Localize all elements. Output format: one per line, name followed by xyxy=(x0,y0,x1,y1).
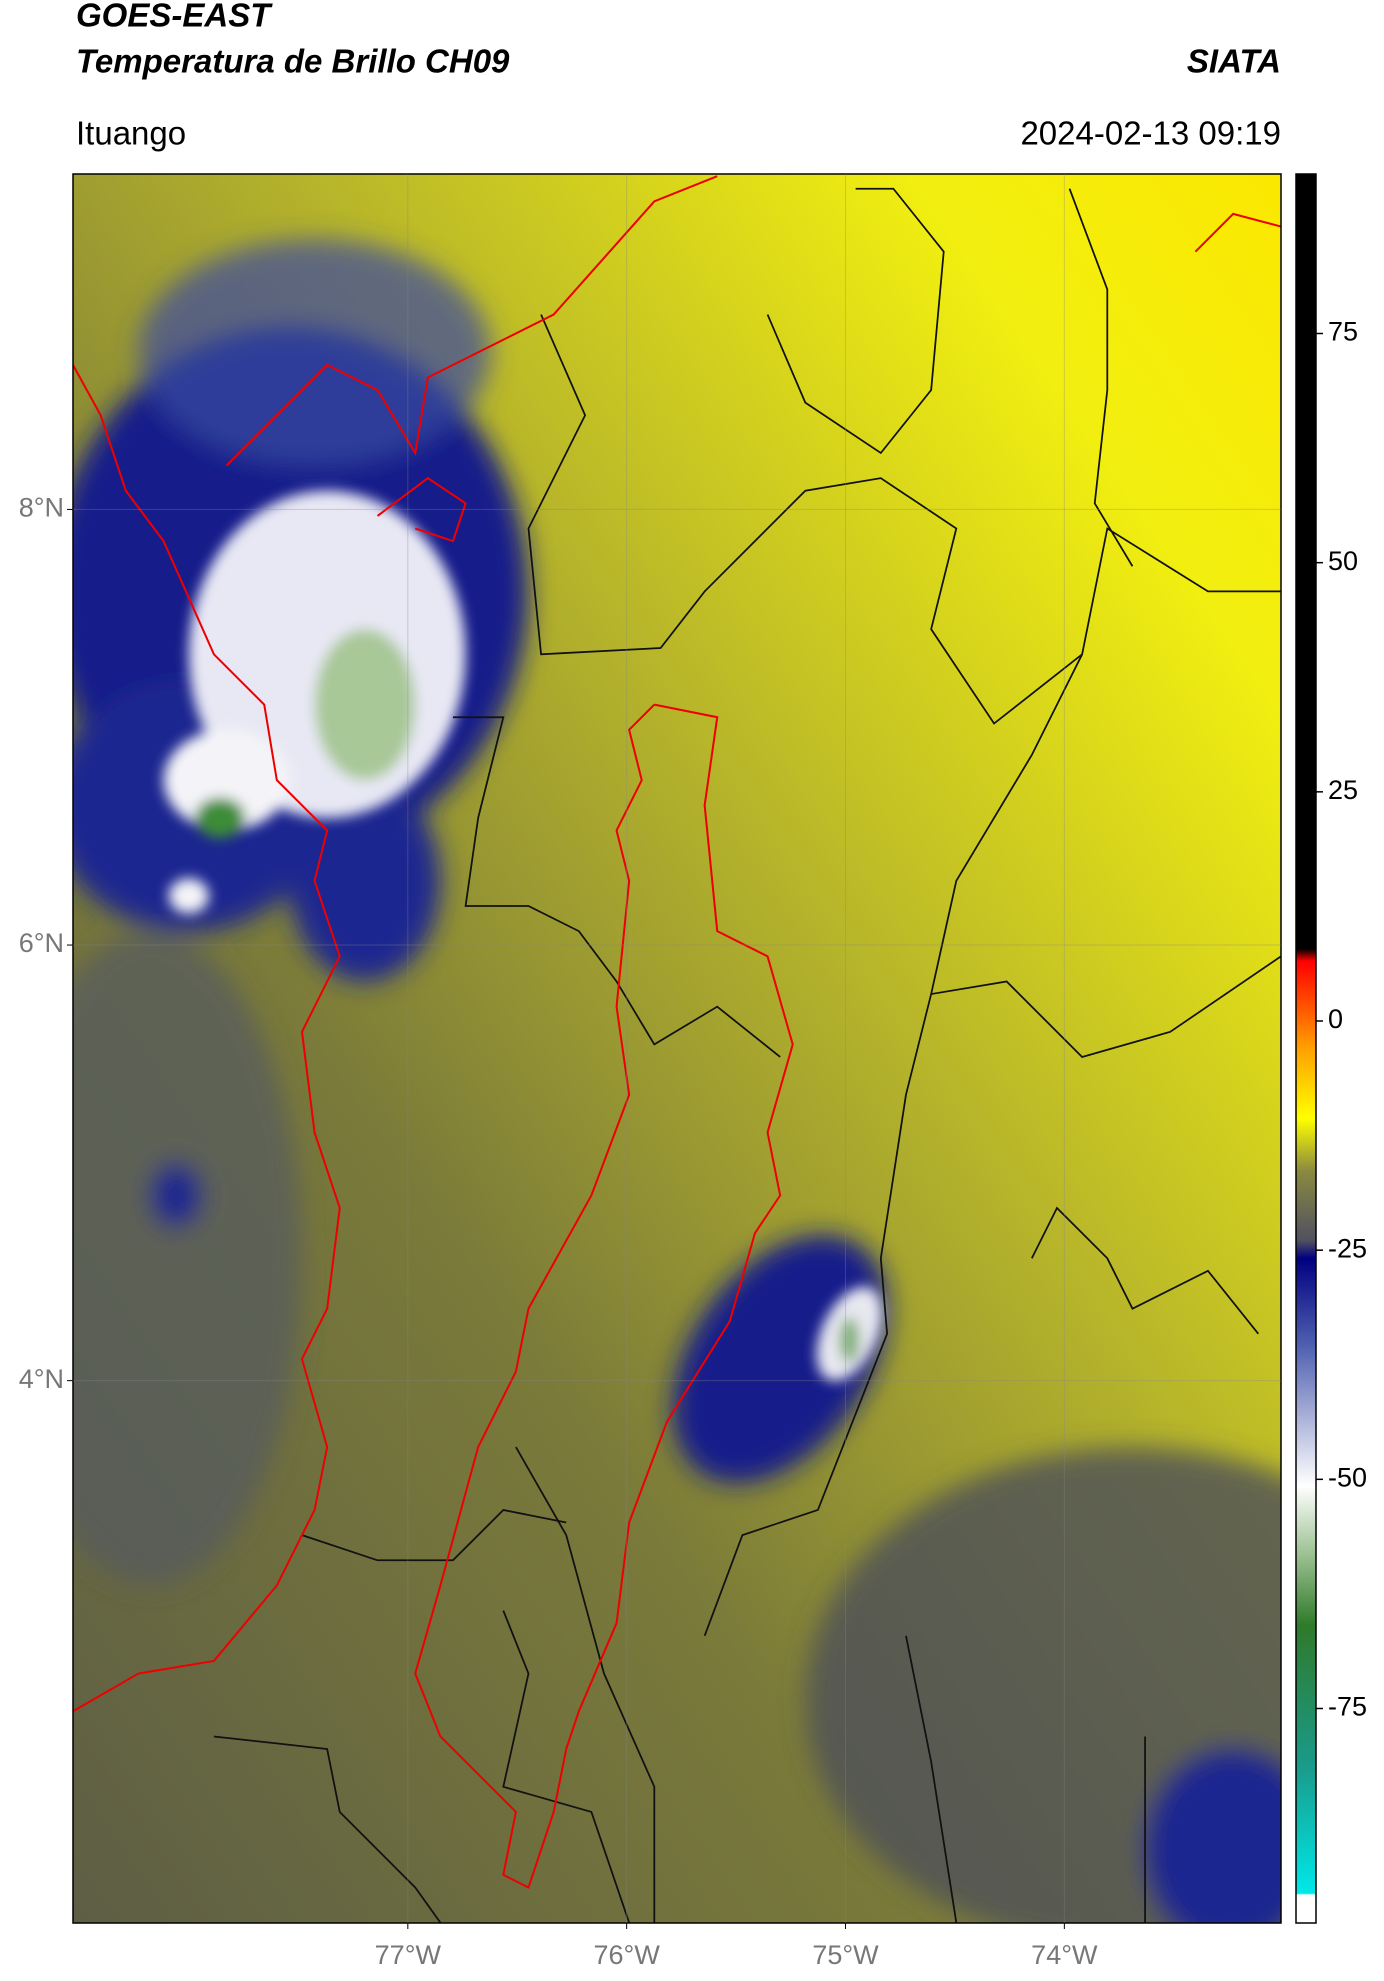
colorbar-tick-label: -50 xyxy=(1328,1462,1367,1492)
lon-tick-label: 76°W xyxy=(594,1940,661,1970)
colorbar xyxy=(1295,173,1317,1924)
lat-tick-label: 6°N xyxy=(19,928,64,958)
map-image xyxy=(72,173,1281,1923)
map-frame xyxy=(72,173,1282,1924)
lat-tick-label: 4°N xyxy=(19,1364,64,1394)
lon-tick-label: 75°W xyxy=(812,1940,879,1970)
colorbar-tick-label: 50 xyxy=(1328,546,1358,576)
title: GOES-EAST xyxy=(76,0,273,34)
lon-tick-label: 74°W xyxy=(1031,1940,1098,1970)
datetime: 2024-02-13 09:19 xyxy=(1020,115,1281,152)
title: Temperatura de Brillo CH09 xyxy=(76,43,510,80)
lon-tick-label: 77°W xyxy=(375,1940,442,1970)
colorbar-tick-label: -25 xyxy=(1328,1233,1367,1263)
source: SIATA xyxy=(1187,43,1281,80)
lat-tick-label: 8°N xyxy=(19,493,64,523)
colorbar-tick-label: -75 xyxy=(1328,1692,1367,1722)
location: Ituango xyxy=(76,115,186,152)
colorbar-tick-label: 25 xyxy=(1328,775,1358,805)
colorbar-tick-label: 75 xyxy=(1328,317,1358,347)
colorbar-tick-label: 0 xyxy=(1328,1004,1343,1034)
